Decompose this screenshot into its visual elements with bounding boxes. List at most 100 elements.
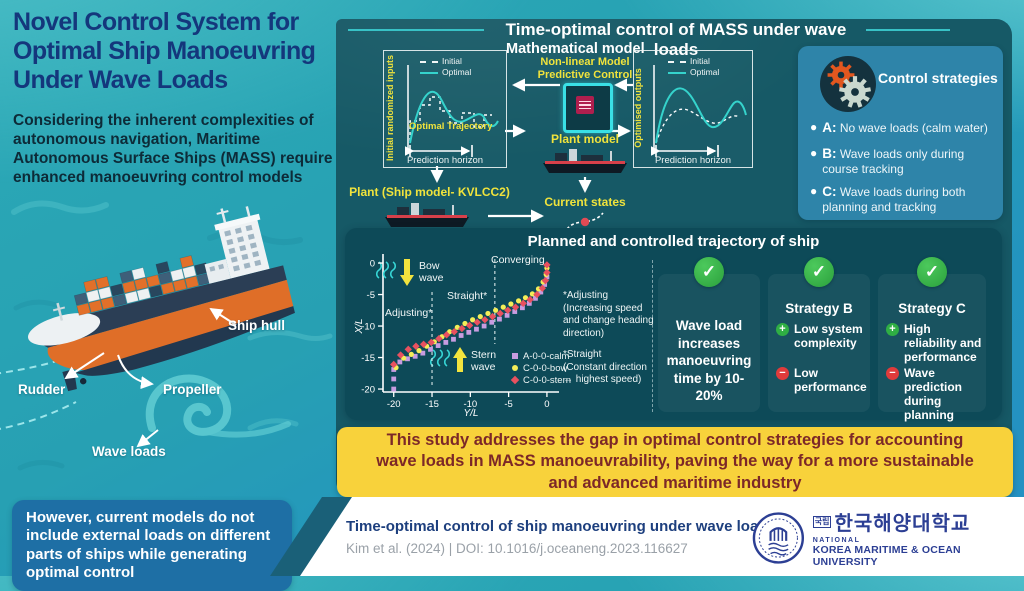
svg-text:-15: -15 (361, 353, 375, 364)
trajectory-title: Planned and controlled trajectory of shi… (527, 233, 820, 250)
strategy-a-item: ● A: No wave loads (calm water) (810, 120, 988, 135)
strategy-c-title: Strategy C (898, 301, 966, 316)
propeller-label: Propeller (163, 382, 222, 397)
container-ship (28, 206, 295, 392)
plant-ship-label: Plant (Ship model- KVLCC2) (349, 185, 510, 199)
note-adjusting-body: (Increasing speed and change heading dir… (563, 302, 654, 339)
optimal-line-swatch (668, 72, 686, 75)
wave-swirl (145, 374, 291, 438)
optimal-line-swatch (420, 72, 438, 75)
header-line-left (348, 29, 484, 31)
note-straight-body: (Constant direction → highest speed) (563, 361, 647, 386)
strategy-a-key: A: (822, 120, 837, 135)
gears-icon (820, 56, 876, 112)
stern-marker (510, 375, 520, 385)
svg-text:-5: -5 (504, 399, 512, 410)
stern-wave-label: Stern wave (471, 349, 497, 373)
check-icon: ✓ (694, 257, 724, 287)
strategy-b-pro: + Low system complexity (776, 322, 868, 350)
results-divider (652, 260, 653, 412)
output-chart-box: Optimised outputs Initial Optimal Predic… (633, 50, 753, 168)
strategy-b-item: ● B: Wave loads only during course tracki… (810, 146, 965, 177)
strategy-c-con-text: Wave prediction during planning (904, 366, 963, 423)
logo-national: NATIONAL (812, 537, 861, 544)
check-icon: ✓ (917, 257, 947, 287)
note-straight-head: *Straight (563, 349, 602, 360)
strategy-a-text: No wave loads (calm water) (839, 121, 988, 135)
svg-text:-15: -15 (425, 399, 439, 410)
output-legend: Initial Optimal (668, 56, 719, 79)
footer-background (300, 497, 1024, 576)
strategy-c-text: Wave loads during both planning and trac… (822, 185, 966, 215)
svg-text:-10: -10 (361, 322, 375, 333)
nmpc-label: Non-linear Model Predictive Control (537, 56, 633, 81)
nmpc-chip-icon (563, 83, 613, 133)
initial-dash-swatch (668, 60, 686, 63)
plot-notes: *Adjusting (Increasing speed and change h… (563, 290, 657, 396)
wave-loads-label: Wave loads (92, 444, 166, 459)
strategy-c-column: Strategy C + High reliability and perfor… (878, 274, 986, 422)
plant-ship-icon (385, 203, 469, 227)
strategy-b-text: Wave loads only during course tracking (822, 147, 965, 177)
minus-icon: − (886, 367, 899, 380)
output-xlabel: Prediction horizon (654, 155, 732, 166)
strategy-c-item: ● C: Wave loads during both planning and … (810, 184, 966, 215)
check-icon: ✓ (804, 257, 834, 287)
legend-optimal: Optimal (690, 67, 720, 78)
input-xlabel: Prediction horizon (406, 155, 484, 166)
input-chart (404, 65, 499, 157)
control-strategies-box: Control strategies ● A: No wave loads (ca… (798, 46, 1003, 220)
plus-icon: + (776, 323, 789, 336)
current-states-label: Current states (544, 195, 626, 209)
svg-text:-5: -5 (367, 290, 375, 301)
conclusion-banner: This study addresses the gap in optimal … (337, 427, 1013, 497)
legend-bow: C-0-0-bow (523, 362, 568, 374)
converging-annotation: Converging (491, 254, 545, 266)
bow-marker (512, 365, 518, 371)
ship-hull-label: Ship hull (228, 318, 285, 333)
scatter-ylabel: X/L (354, 318, 365, 334)
strategy-b-key: B: (822, 146, 837, 161)
strategy-c-key: C: (822, 184, 837, 199)
legend-initial: Initial (442, 56, 462, 66)
plus-icon: + (886, 323, 899, 336)
strategy-c-pro-text: High reliability and performance (904, 322, 982, 365)
scatter-legend: A-0-0-calm C-0-0-bow C-0-0-stern (510, 350, 572, 386)
conclusion-text: This study addresses the gap in optimal … (376, 431, 974, 492)
paper-title: Time-optimal control of ship manoeuvring… (346, 518, 776, 535)
bow-wave-icon (375, 259, 414, 286)
trajectory-scatter-chart: Y/L X/L -20 -15 -10 -5 0 0 -5 -10 -15 -20 (354, 254, 559, 419)
svg-text:0: 0 (544, 399, 549, 410)
note-adjusting-head: *Adjusting (563, 290, 609, 301)
diagram-header: Time-optimal control of MASS under wave … (505, 20, 847, 59)
bow-wave-label: Bow wave (419, 260, 444, 284)
university-seal-icon (752, 511, 805, 564)
university-logo: 국립 한국해양대학교 NATIONAL KOREA MARITIME & OCE… (752, 507, 1024, 568)
strategy-b-con-text: Low performance (794, 366, 867, 395)
strategy-b-title: Strategy B (785, 301, 853, 316)
logo-university-name: KOREA MARITIME & OCEAN UNIVERSITY (812, 544, 961, 568)
legend-stern: C-0-0-stern (523, 374, 572, 386)
strategy-c-con: − Wave prediction during planning (886, 366, 982, 423)
page-subtitle: Considering the inherent complexities of… (13, 112, 333, 186)
strategy-b-con: − Low performance (776, 366, 868, 394)
plant-model-label: Plant model (550, 132, 619, 146)
svg-text:0: 0 (370, 259, 375, 270)
svg-text:-20: -20 (361, 385, 375, 396)
scatter-xlabel: Y/L (463, 408, 478, 419)
plant-model-ship-icon (543, 149, 627, 173)
limitation-note: However, current models do not include e… (12, 500, 292, 591)
strategy-c-pro: + High reliability and performance (886, 322, 982, 364)
calm-marker (512, 353, 518, 359)
stern-wave-icon (429, 347, 467, 372)
legend-optimal: Optimal (442, 67, 472, 78)
initial-dash-swatch (420, 60, 438, 63)
ship-illustration (0, 200, 333, 471)
strategy-b-pro-text: Low system complexity (794, 322, 863, 351)
svg-text:-10: -10 (463, 399, 477, 410)
adjusting-annotation: Adjusting* (385, 307, 433, 319)
page-title: Novel Control System for Optimal Ship Ma… (13, 8, 316, 94)
flow-arrows (430, 78, 633, 223)
rudder-label: Rudder (18, 382, 66, 397)
svg-text:-20: -20 (387, 399, 401, 410)
